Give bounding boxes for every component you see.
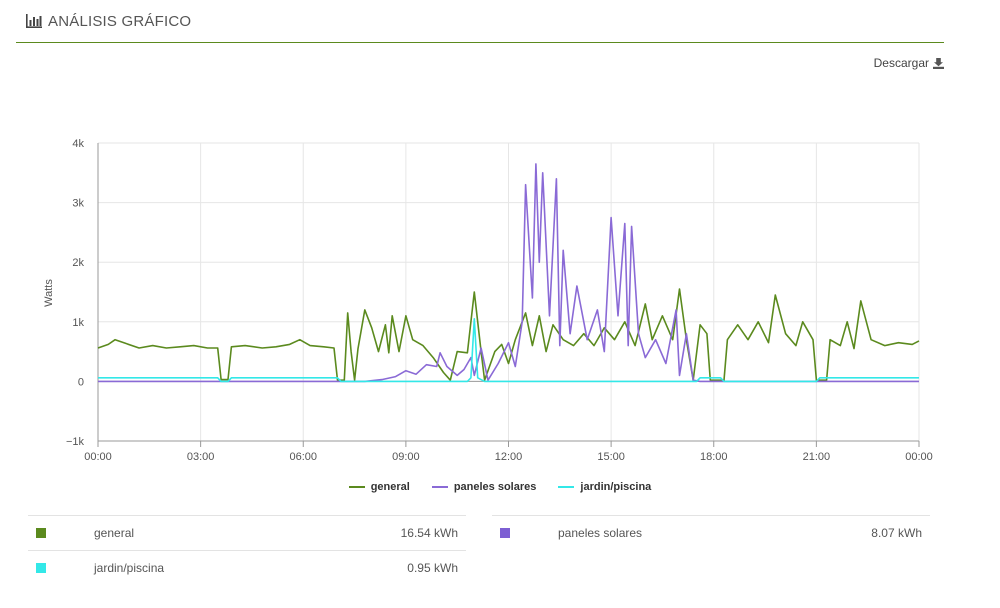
power-line-chart: −1k 0 1k 2k 3k 4k 00:00 03:00 06:00 09:00 12:00 15:… [43,138,933,463]
legend-swatch-jardin-piscina [558,486,575,488]
bar-chart-icon [26,14,42,28]
legend-label-jardin-piscina: jardin/piscina [580,481,652,493]
stat-value-jardin-piscina: 0.95 kWh [407,561,458,575]
x-tick-label: 12:00 [495,451,523,463]
legend-label-general: general [370,481,410,493]
x-tick-label: 09:00 [392,451,420,463]
stats-left: general 16.54 kWh jardin/piscina 0.95 kW… [28,515,466,585]
stat-row-jardin-piscina: jardin/piscina 0.95 kWh [28,550,466,585]
y-tick-label: 1k [72,317,84,329]
x-tick-label: 18:00 [700,451,728,463]
y-axis-label: Watts [43,279,55,307]
stats-right: paneles solares 8.07 kWh [492,515,930,550]
stat-value-paneles-solares: 8.07 kWh [871,526,922,540]
stat-label-paneles-solares: paneles solares [558,526,643,540]
y-tick-label: 3k [72,198,84,210]
y-tick-label: 2k [72,257,84,269]
download-button[interactable]: Descargar [874,56,944,70]
y-tick-label: −1k [66,436,85,448]
series-line-jardin-piscina [98,318,919,383]
y-tick-label: 0 [78,376,84,388]
stat-swatch-general [36,528,46,538]
y-tick-label: 4k [72,138,84,150]
legend-swatch-general [348,486,365,488]
page-title: ANÁLISIS GRÁFICO [48,12,192,30]
x-tick-label: 15:00 [597,451,625,463]
section-header: ANÁLISIS GRÁFICO [26,8,191,34]
legend-item-general[interactable]: general [348,481,410,493]
chart-legend: general paneles solares jardin/piscina [0,481,1000,493]
stat-row-general: general 16.54 kWh [28,515,466,550]
x-tick-label: 00:00 [84,451,112,463]
legend-label-paneles-solares: paneles solares [453,481,537,493]
x-tick-label: 06:00 [289,451,317,463]
stat-row-paneles-solares: paneles solares 8.07 kWh [492,515,930,550]
stat-label-general: general [94,526,135,540]
x-tick-label: 00:00 [905,451,933,463]
series-line-paneles-solares [98,163,919,383]
stat-swatch-jardin-piscina [36,563,46,573]
download-icon [933,57,944,69]
header-divider [16,42,944,43]
x-tick-label: 21:00 [803,451,831,463]
series-line-general [97,288,920,381]
legend-swatch-paneles-solares [431,486,448,488]
download-label: Descargar [873,56,929,70]
x-tick-label: 03:00 [187,451,215,463]
stat-value-general: 16.54 kWh [400,526,458,540]
legend-item-paneles-solares[interactable]: paneles solares [431,481,537,493]
stat-label-jardin-piscina: jardin/piscina [94,561,165,575]
legend-item-jardin-piscina[interactable]: jardin/piscina [558,481,651,493]
stat-swatch-paneles-solares [500,528,510,538]
